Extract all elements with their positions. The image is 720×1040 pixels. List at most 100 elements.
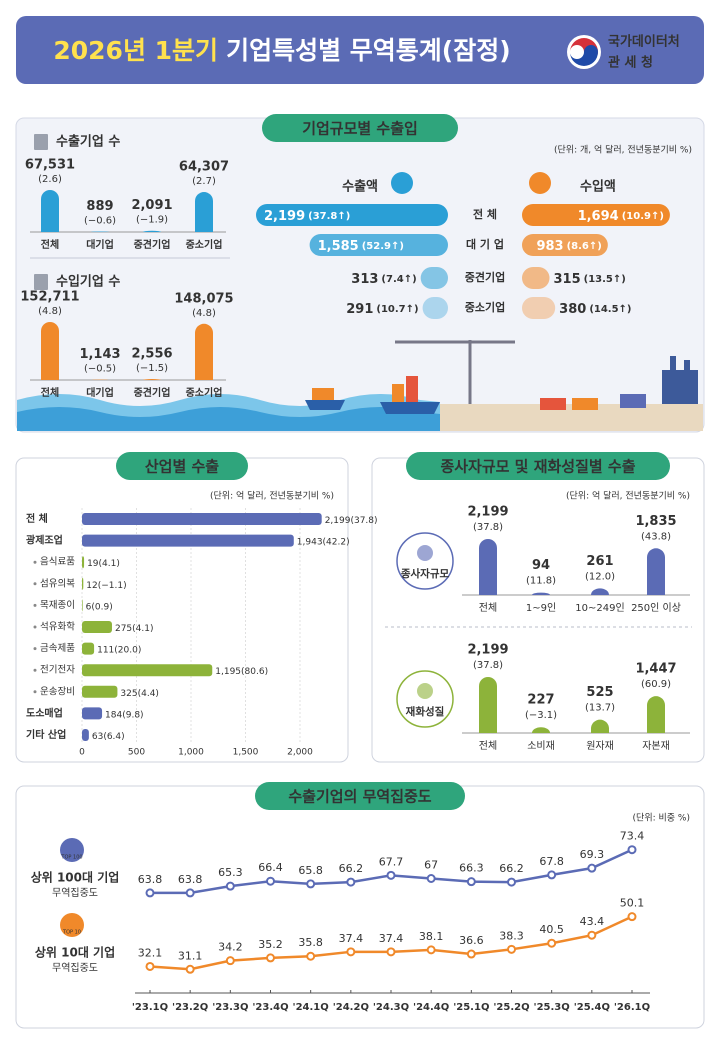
category-label: 음식료품 (40, 557, 75, 568)
change-label: (9.8) (122, 710, 143, 720)
logo-blue (570, 45, 598, 66)
point-label: 66.2 (339, 862, 364, 875)
category-label: 도소매업 (26, 706, 63, 719)
point-label: 50.1 (620, 897, 645, 910)
change-label: (37.8↑) (308, 211, 350, 222)
value-label: 12 (86, 580, 97, 590)
x-tick-label: '25.1Q (453, 1002, 489, 1013)
change-label: (37.8) (350, 516, 377, 526)
change-label: (80.6) (241, 667, 268, 677)
category-label: 목재종이 (40, 600, 75, 611)
container (406, 376, 418, 402)
value-label: 275 (115, 624, 132, 634)
point (627, 845, 637, 855)
point-label: 34.2 (218, 941, 243, 954)
bullet (33, 647, 37, 651)
x-tick-label: 1,500 (233, 748, 259, 758)
x-tick-label: '24.4Q (413, 1002, 449, 1013)
value-label: 227 (527, 693, 554, 708)
legend-label: 수입액 (580, 180, 616, 195)
bullet (33, 560, 37, 564)
money-bag (391, 172, 413, 194)
change-label: (4.1) (99, 559, 120, 569)
x-tick-label: '23.2Q (172, 1002, 208, 1013)
point-label: 65.8 (298, 864, 323, 877)
change-label: (11.8) (526, 576, 556, 587)
change-label: (−1.5) (136, 363, 168, 374)
import-label: 983 (8.6↑) (536, 239, 601, 254)
ship (305, 400, 345, 410)
x-tick-label: 2,000 (287, 748, 313, 758)
x-tick-label: 1,000 (178, 748, 204, 758)
point-label: 36.6 (459, 934, 484, 947)
category-label: 전체 (479, 602, 497, 614)
import-bar (522, 267, 550, 289)
bullet (33, 668, 37, 672)
point (386, 947, 396, 957)
series-subtitle: 무역집중도 (52, 887, 98, 899)
chart-title: 수입기업 수 (56, 275, 120, 290)
x-tick-label: '25.4Q (574, 1002, 610, 1013)
org-name: 국가데이터처 (608, 34, 680, 50)
value-label: 2,199 (467, 643, 508, 658)
bar-label: 6(0.9) (86, 602, 113, 612)
title-text: 기업특성별 무역통계(잠정) (226, 36, 511, 65)
header-band (16, 16, 704, 84)
point-label: 69.3 (580, 848, 605, 861)
group-icon-dot (417, 683, 433, 699)
point (547, 870, 557, 880)
x-tick-label: '24.2Q (333, 1002, 369, 1013)
category-label: 1~9인 (526, 602, 556, 614)
x-tick-label: '25.2Q (493, 1002, 529, 1013)
bar (41, 322, 59, 380)
change-label: (0.9) (91, 602, 112, 612)
x-tick-label: '25.3Q (534, 1002, 570, 1013)
chimney (670, 356, 676, 372)
category-label: 원자재 (586, 740, 614, 752)
category-label: 운송장비 (40, 686, 75, 697)
import-bar (522, 204, 670, 226)
value-label: 63 (92, 732, 103, 742)
title-icon (34, 134, 48, 150)
point (547, 938, 557, 948)
unit-label: (단위: 비중 %) (633, 813, 690, 824)
section-pill (406, 452, 670, 480)
unit-label: (단위: 억 달러, 전년동분기비 %) (210, 490, 334, 502)
export-label: 291 (10.7↑) (346, 302, 418, 317)
change-label: (13.7) (585, 703, 615, 714)
value-label: 1,694 (578, 209, 619, 224)
bar-label: 12(−1.1) (86, 580, 126, 590)
category-label: 전체 (41, 238, 59, 251)
bar (647, 696, 666, 733)
x-tick-label: '23.3Q (212, 1002, 248, 1013)
series-badge (60, 913, 84, 937)
category-label: 대 기 업 (466, 237, 504, 251)
change-label: (7.4↑) (381, 274, 416, 285)
category-label: 대기업 (86, 386, 114, 399)
factory (662, 370, 698, 404)
badge-label: TOP 100 (60, 855, 82, 861)
category-label: 금속제품 (40, 643, 75, 654)
change-label: (−1.1) (98, 580, 127, 590)
point-label: 37.4 (339, 932, 364, 945)
change-label: (37.8) (473, 660, 503, 671)
container (312, 388, 334, 400)
point-label: 38.3 (499, 929, 524, 942)
export-label: 1,585 (52.9↑) (318, 239, 404, 254)
change-label: (43.8) (641, 531, 671, 542)
category-label: 250인 이상 (631, 602, 681, 614)
value-label: 983 (536, 239, 563, 254)
change-label: (2.6) (38, 174, 62, 185)
chimney (684, 360, 690, 372)
point-label: 67.7 (379, 855, 404, 868)
import-label: 1,694 (10.9↑) (578, 209, 664, 224)
import-label: 315 (13.5↑) (554, 272, 626, 287)
bar-label: 19(4.1) (87, 559, 120, 569)
point (507, 877, 516, 887)
series-subtitle: 무역집중도 (52, 962, 98, 974)
bar (82, 707, 103, 720)
section-title: 산업별 수출 (145, 458, 219, 476)
point (426, 945, 436, 955)
